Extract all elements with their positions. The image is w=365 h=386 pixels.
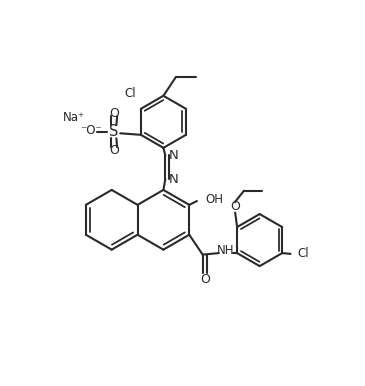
Text: ⁻O⁻: ⁻O⁻ [80,124,102,137]
Text: OH: OH [205,193,223,206]
Text: O: O [200,273,210,286]
Text: N: N [169,173,178,186]
Text: O: O [230,200,240,213]
Text: S: S [109,124,118,139]
Text: Cl: Cl [297,247,309,261]
Text: O: O [109,107,119,120]
Text: NH: NH [217,244,234,257]
Text: Na⁺: Na⁺ [63,111,85,124]
Text: N: N [169,149,178,162]
Text: Cl: Cl [124,87,136,100]
Text: O: O [109,144,119,157]
